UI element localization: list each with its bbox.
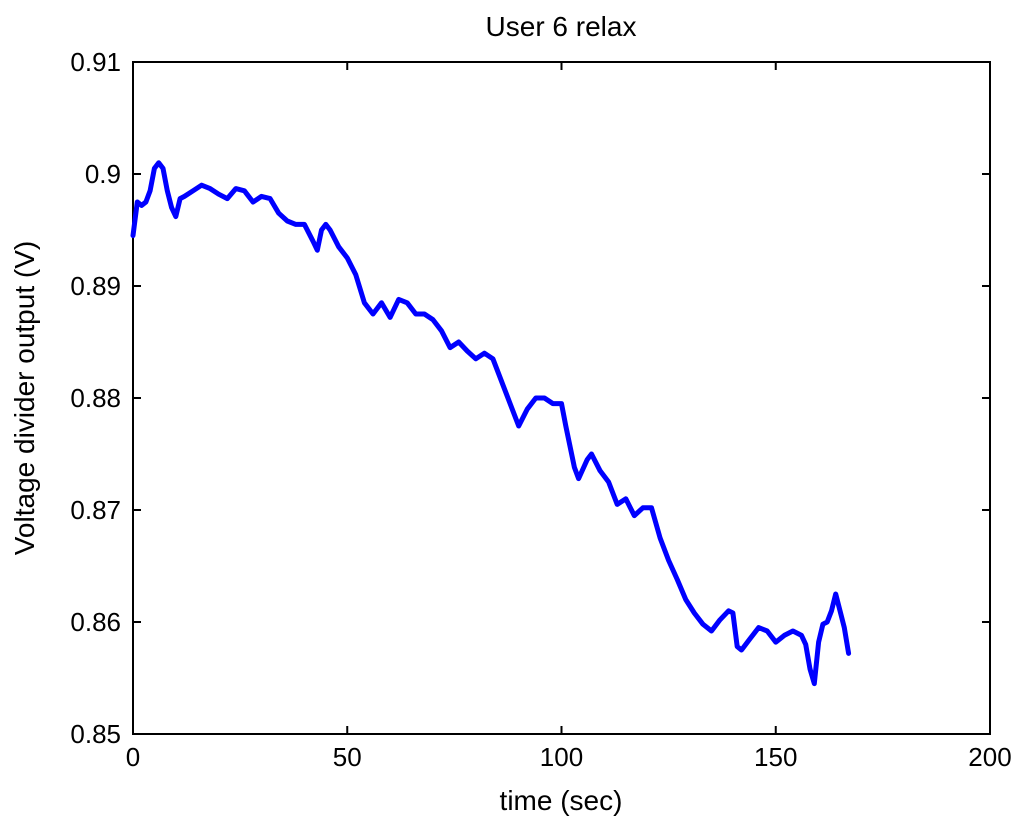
x-tick-label: 0 (126, 742, 140, 772)
y-axis-label: Voltage divider output (V) (9, 241, 40, 555)
y-tick-label: 0.85 (70, 719, 121, 749)
y-tick-label: 0.86 (70, 607, 121, 637)
y-tick-label: 0.89 (70, 271, 121, 301)
y-tick-label: 0.87 (70, 495, 121, 525)
series-line-0 (130, 160, 852, 687)
x-tick-label: 50 (333, 742, 362, 772)
y-tick-label: 0.88 (70, 383, 121, 413)
y-tick-label: 0.91 (70, 47, 121, 77)
series-layer (130, 160, 852, 687)
y-axis: 0.85 0.86 0.87 0.88 0.89 0.9 0.91 (70, 47, 990, 749)
x-tick-label: 200 (968, 742, 1011, 772)
plot-frame (132, 61, 991, 735)
x-axis-label: time (sec) (500, 785, 623, 816)
y-tick-label: 0.9 (85, 159, 121, 189)
x-tick-label: 150 (754, 742, 797, 772)
chart-title: User 6 relax (486, 11, 637, 42)
x-axis: 0 50 100 150 200 (126, 62, 1012, 772)
x-tick-label: 100 (540, 742, 583, 772)
